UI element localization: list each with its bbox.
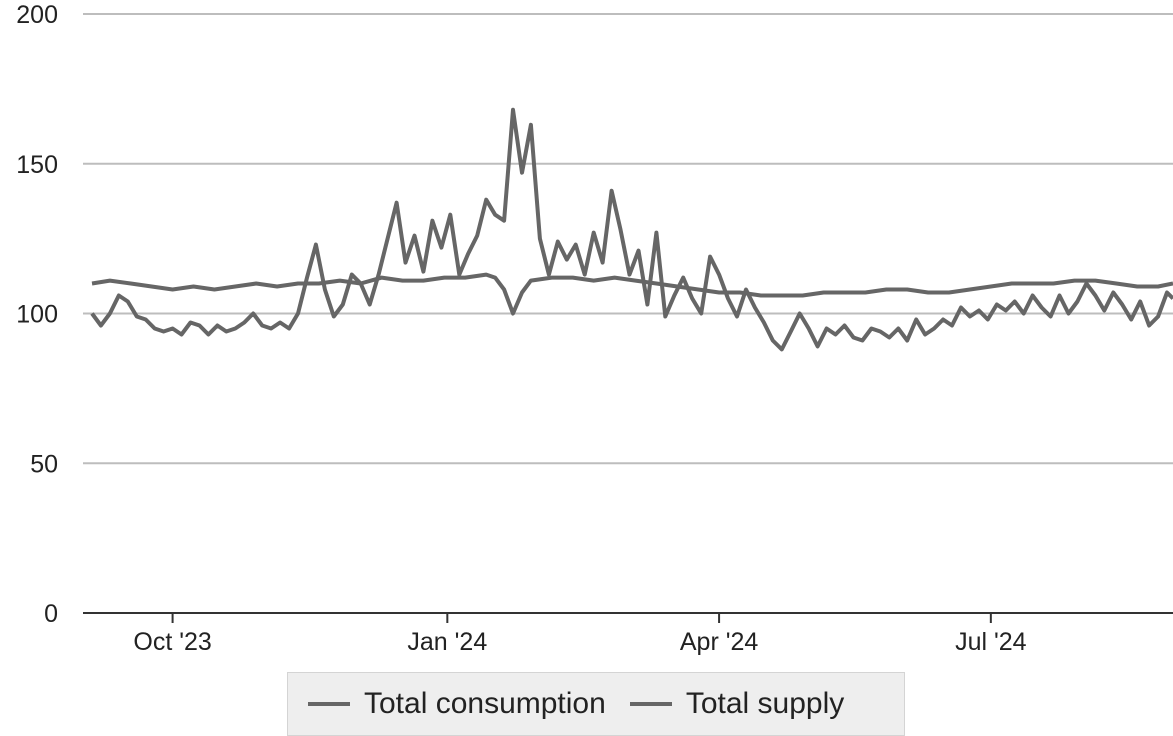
line-chart: 0 50 100 150 200 Oct '23 Jan '24 Apr '24 Jul '2… (16, 1, 1173, 656)
y-tick-label: 100 (16, 301, 58, 329)
x-tick-label: Jul '24 (955, 628, 1027, 656)
legend-swatch-total-supply (629, 702, 672, 706)
x-tick-label: Oct '23 (133, 628, 211, 656)
x-axis-ticks: Oct '23 Jan '24 Apr '24 Jul '24 (133, 613, 1027, 656)
legend-label-total-supply: Total supply (685, 687, 845, 720)
legend-swatch-total-consumption (308, 702, 350, 706)
series-line-total-consumption (90, 107, 1173, 352)
y-tick-label: 200 (16, 1, 58, 29)
y-tick-label: 0 (44, 600, 58, 628)
legend-item-total-consumption[interactable]: Total consumption (308, 687, 606, 721)
y-axis-ticks: 0 50 100 150 200 (16, 1, 58, 628)
x-tick-label: Jan '24 (407, 628, 487, 656)
gridlines (83, 13, 1173, 465)
legend-label-total-consumption: Total consumption (364, 687, 606, 720)
y-tick-label: 50 (30, 450, 58, 478)
y-tick-label: 150 (16, 151, 58, 179)
legend-item-total-supply[interactable]: Total supply (629, 687, 845, 721)
series-line-total-supply (91, 272, 1173, 316)
x-tick-label: Apr '24 (680, 628, 759, 656)
series-layer (90, 107, 1173, 352)
legend: Total consumption Total supply (287, 672, 905, 736)
